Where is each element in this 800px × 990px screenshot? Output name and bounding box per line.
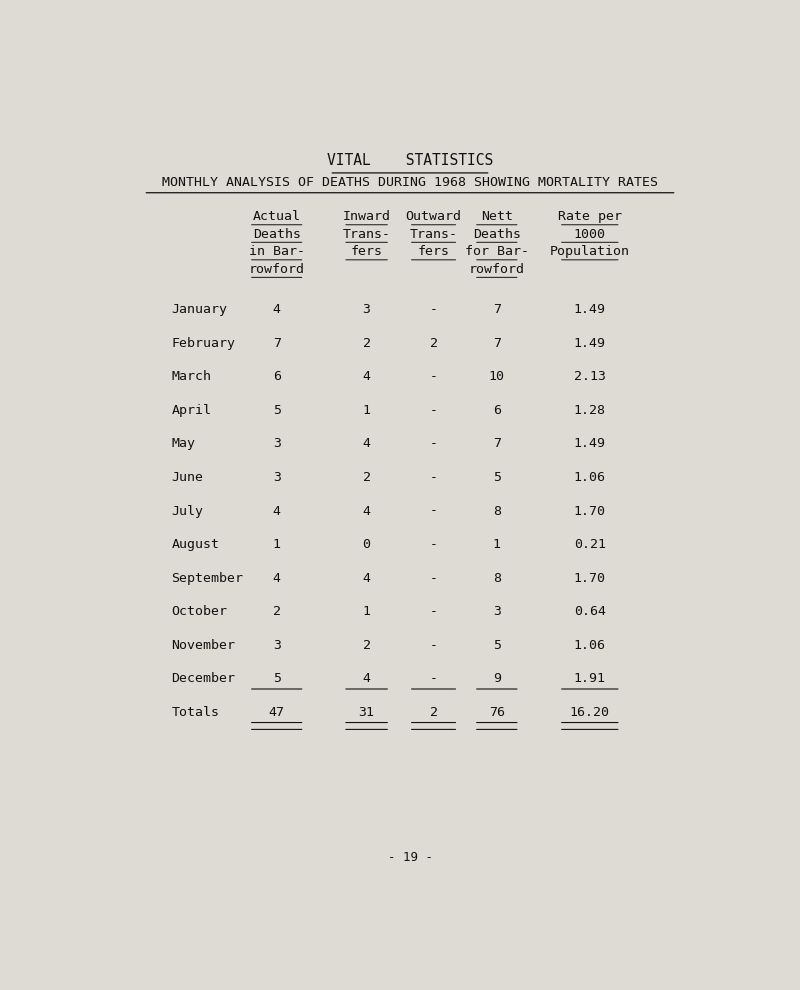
Text: 1.28: 1.28 [574, 404, 606, 417]
Text: 4: 4 [273, 571, 281, 585]
Text: October: October [171, 605, 227, 618]
Text: 1: 1 [362, 605, 370, 618]
Text: 4: 4 [273, 505, 281, 518]
Text: Outward: Outward [406, 210, 462, 224]
Text: Deaths: Deaths [473, 228, 521, 241]
Text: 7: 7 [273, 337, 281, 349]
Text: -: - [430, 370, 438, 383]
Text: 5: 5 [273, 672, 281, 685]
Text: November: November [171, 639, 235, 651]
Text: -: - [430, 639, 438, 651]
Text: 1: 1 [362, 404, 370, 417]
Text: August: August [171, 539, 219, 551]
Text: 4: 4 [362, 370, 370, 383]
Text: 2: 2 [362, 639, 370, 651]
Text: -: - [430, 404, 438, 417]
Text: Population: Population [550, 246, 630, 258]
Text: -: - [430, 303, 438, 316]
Text: Nett: Nett [481, 210, 513, 224]
Text: 4: 4 [362, 672, 370, 685]
Text: 5: 5 [493, 471, 501, 484]
Text: -: - [430, 539, 438, 551]
Text: April: April [171, 404, 211, 417]
Text: Trans-: Trans- [410, 228, 458, 241]
Text: 4: 4 [362, 571, 370, 585]
Text: -: - [430, 571, 438, 585]
Text: 1000: 1000 [574, 228, 606, 241]
Text: 1.70: 1.70 [574, 571, 606, 585]
Text: 8: 8 [493, 571, 501, 585]
Text: 2: 2 [430, 337, 438, 349]
Text: 1: 1 [273, 539, 281, 551]
Text: 3: 3 [362, 303, 370, 316]
Text: for Bar-: for Bar- [465, 246, 529, 258]
Text: 76: 76 [489, 706, 505, 719]
Text: 10: 10 [489, 370, 505, 383]
Text: 9: 9 [493, 672, 501, 685]
Text: Rate per: Rate per [558, 210, 622, 224]
Text: 3: 3 [273, 471, 281, 484]
Text: 6: 6 [493, 404, 501, 417]
Text: February: February [171, 337, 235, 349]
Text: Actual: Actual [253, 210, 301, 224]
Text: 2: 2 [362, 337, 370, 349]
Text: 2: 2 [273, 605, 281, 618]
Text: 8: 8 [493, 505, 501, 518]
Text: - 19 -: - 19 - [387, 851, 433, 864]
Text: May: May [171, 438, 195, 450]
Text: 0.21: 0.21 [574, 539, 606, 551]
Text: January: January [171, 303, 227, 316]
Text: 4: 4 [273, 303, 281, 316]
Text: 3: 3 [273, 438, 281, 450]
Text: 5: 5 [493, 639, 501, 651]
Text: June: June [171, 471, 203, 484]
Text: fers: fers [418, 246, 450, 258]
Text: 1: 1 [493, 539, 501, 551]
Text: 2.13: 2.13 [574, 370, 606, 383]
Text: December: December [171, 672, 235, 685]
Text: 4: 4 [362, 505, 370, 518]
Text: 7: 7 [493, 337, 501, 349]
Text: 1.06: 1.06 [574, 471, 606, 484]
Text: -: - [430, 505, 438, 518]
Text: rowford: rowford [249, 263, 305, 276]
Text: in Bar-: in Bar- [249, 246, 305, 258]
Text: 2: 2 [362, 471, 370, 484]
Text: VITAL    STATISTICS: VITAL STATISTICS [327, 153, 493, 168]
Text: 0.64: 0.64 [574, 605, 606, 618]
Text: 3: 3 [273, 639, 281, 651]
Text: fers: fers [350, 246, 382, 258]
Text: 1.06: 1.06 [574, 639, 606, 651]
Text: 1.49: 1.49 [574, 337, 606, 349]
Text: 3: 3 [493, 605, 501, 618]
Text: 4: 4 [362, 438, 370, 450]
Text: 6: 6 [273, 370, 281, 383]
Text: 7: 7 [493, 303, 501, 316]
Text: 1.70: 1.70 [574, 505, 606, 518]
Text: 31: 31 [358, 706, 374, 719]
Text: Trans-: Trans- [342, 228, 390, 241]
Text: Inward: Inward [342, 210, 390, 224]
Text: 1.49: 1.49 [574, 303, 606, 316]
Text: MONTHLY ANALYSIS OF DEATHS DURING 1968 SHOWING MORTALITY RATES: MONTHLY ANALYSIS OF DEATHS DURING 1968 S… [162, 176, 658, 189]
Text: 5: 5 [273, 404, 281, 417]
Text: Totals: Totals [171, 706, 219, 719]
Text: Deaths: Deaths [253, 228, 301, 241]
Text: -: - [430, 438, 438, 450]
Text: -: - [430, 605, 438, 618]
Text: 0: 0 [362, 539, 370, 551]
Text: March: March [171, 370, 211, 383]
Text: 47: 47 [269, 706, 285, 719]
Text: 7: 7 [493, 438, 501, 450]
Text: 16.20: 16.20 [570, 706, 610, 719]
Text: -: - [430, 471, 438, 484]
Text: 1.91: 1.91 [574, 672, 606, 685]
Text: 1.49: 1.49 [574, 438, 606, 450]
Text: 2: 2 [430, 706, 438, 719]
Text: July: July [171, 505, 203, 518]
Text: rowford: rowford [469, 263, 525, 276]
Text: -: - [430, 672, 438, 685]
Text: September: September [171, 571, 243, 585]
